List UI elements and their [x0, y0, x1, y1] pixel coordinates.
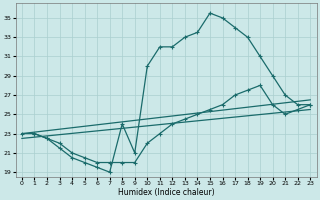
X-axis label: Humidex (Indice chaleur): Humidex (Indice chaleur): [118, 188, 214, 197]
